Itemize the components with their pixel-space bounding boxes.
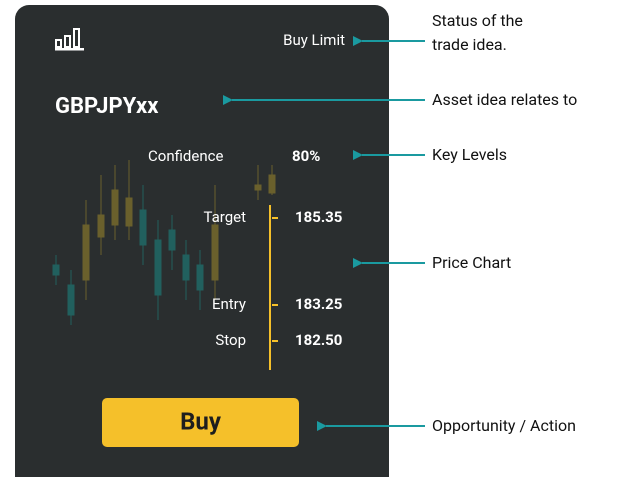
annotation: Asset idea relates to: [432, 90, 577, 109]
level-value: 182.50: [295, 331, 342, 349]
asset: GBPJPYxx: [55, 94, 159, 119]
annotation: Key Levels: [432, 145, 507, 164]
level-value: 185.35: [295, 208, 342, 226]
status: Buy Limit: [283, 31, 345, 49]
level-label: Entry: [212, 295, 246, 313]
confidence-label: Confidence: [148, 147, 223, 165]
arrows: [223, 36, 425, 431]
buy-button-label[interactable]: Buy: [180, 407, 222, 435]
level-label: Stop: [215, 331, 246, 349]
annotation: Opportunity / Action: [432, 416, 576, 435]
level-value: 183.25: [295, 295, 342, 313]
confidence-value: 80%: [292, 147, 320, 165]
candles: [52, 160, 276, 325]
annotation: Price Chart: [432, 253, 511, 272]
annotation: trade idea.: [432, 35, 507, 54]
annotation: Status of the: [432, 11, 523, 30]
buy-button[interactable]: [102, 398, 299, 447]
card: [15, 5, 389, 477]
level-label: Target: [203, 208, 246, 226]
chart-icon: [55, 28, 84, 51]
